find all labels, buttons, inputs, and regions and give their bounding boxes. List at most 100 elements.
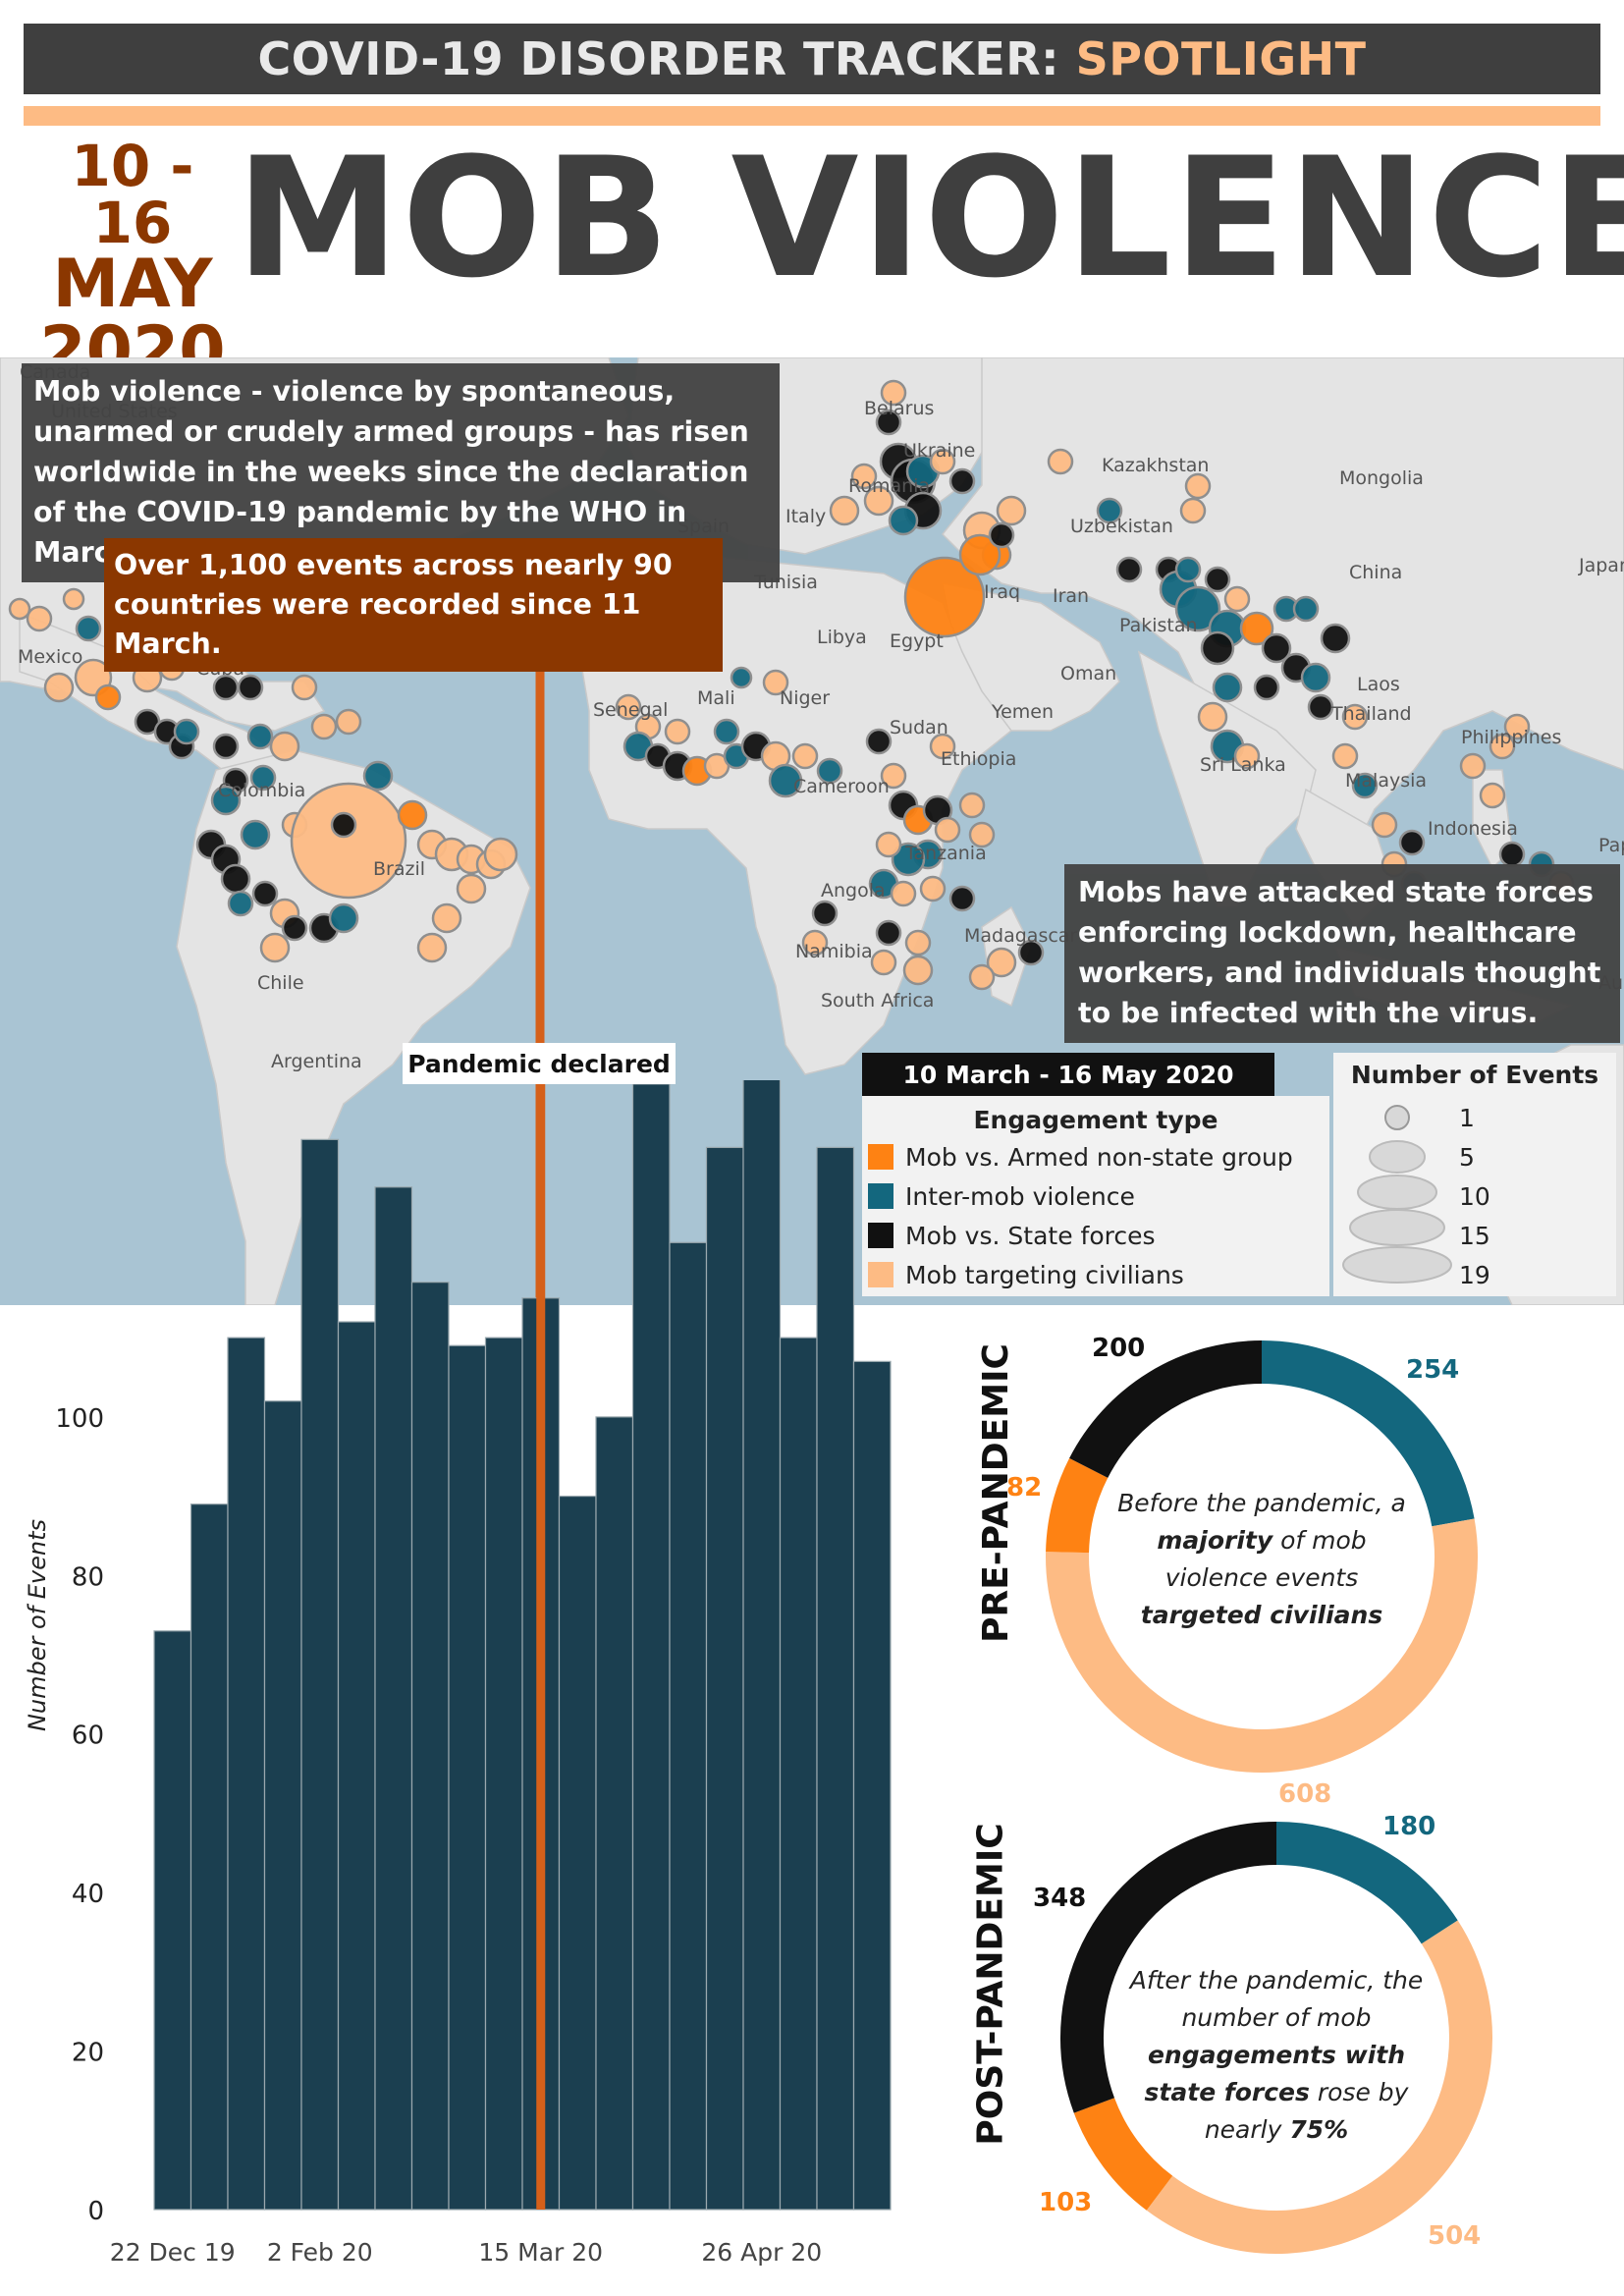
event-bubble-civilians <box>26 605 53 632</box>
map-label: Egypt <box>890 630 944 652</box>
event-bubble-civilians <box>1184 472 1212 500</box>
size-circle-15 <box>1349 1209 1445 1246</box>
pre-caption-line4: targeted civilians <box>1110 1597 1414 1634</box>
size-circle-19 <box>1342 1246 1452 1284</box>
donut-segment <box>1261 1340 1475 1527</box>
size-circle-10 <box>1357 1175 1437 1210</box>
event-bubble-state <box>1307 693 1334 721</box>
bar <box>816 1146 855 2211</box>
event-bubble-armed <box>1239 611 1274 646</box>
pre-caption-majority: majority <box>1157 1526 1273 1555</box>
legend-swatch-state <box>868 1223 893 1248</box>
size-value-10: 10 <box>1459 1182 1490 1211</box>
map-label: Niger <box>780 687 831 709</box>
pre-pandemic-caption: Before the pandemic, a majority of mob v… <box>1110 1485 1414 1634</box>
post-pandemic-donut <box>1060 1822 1492 2254</box>
event-bubble-civilians <box>929 733 956 760</box>
pandemic-declared-label: Pandemic declared <box>403 1043 676 1084</box>
map-label: Ukraine <box>903 440 976 462</box>
event-bubble-civilians <box>1503 713 1531 740</box>
event-bubble-civilians <box>870 949 897 976</box>
map-label: Iran <box>1053 585 1090 607</box>
legend-swatch-civilians <box>868 1262 893 1287</box>
event-bubble-inter <box>891 842 926 877</box>
event-bubble-inter <box>713 718 740 745</box>
event-bubble-civilians <box>1341 703 1369 731</box>
map-label: Pakistan <box>1119 615 1198 636</box>
donut-segment <box>1060 1822 1277 2113</box>
event-bubble-inter <box>816 757 843 785</box>
map-label: Oman <box>1060 663 1117 684</box>
map-label: Malaysia <box>1345 770 1428 792</box>
events-callout: Over 1,100 events across nearly 90 count… <box>104 538 723 672</box>
size-value-19: 19 <box>1459 1261 1490 1289</box>
map-label: Thailand <box>1331 703 1412 725</box>
legend-heading: Engagement type <box>973 1106 1218 1134</box>
donut-segment <box>1069 1340 1263 1479</box>
date-days: 10 - 16 <box>71 133 194 256</box>
y-tick-label: 60 <box>72 1722 104 1751</box>
event-bubble-state <box>330 811 357 839</box>
map-label: Kazakhstan <box>1102 455 1210 476</box>
event-bubble-armed <box>958 533 1001 576</box>
event-bubble-civilians <box>1489 733 1516 760</box>
pre-caption-line2: majority of mob <box>1110 1522 1414 1559</box>
map-label: Sudan <box>890 717 948 738</box>
legend-swatch-inter <box>868 1183 893 1209</box>
event-bubble-armed <box>94 683 122 711</box>
bar <box>558 1495 597 2211</box>
post-value-inter: 180 <box>1382 1812 1436 1841</box>
legend-item-state: Mob vs. State forces <box>868 1218 1156 1253</box>
divider-rule <box>24 106 1600 126</box>
donut-segment <box>1073 2097 1173 2211</box>
event-bubble-civilians <box>291 674 318 701</box>
attacks-callout: Mobs have attacked state forces enforcin… <box>1064 864 1620 1043</box>
post-value-state: 348 <box>1033 1884 1087 1913</box>
bar <box>410 1282 450 2211</box>
event-bubble-civilians <box>416 932 448 963</box>
event-bubble-civilians <box>431 902 462 934</box>
post-caption-rose-by: rose by <box>1309 2078 1409 2106</box>
post-pandemic-label: POST-PANDEMIC <box>970 1823 1011 2146</box>
event-bubble-state <box>251 880 279 907</box>
y-tick-label: 100 <box>55 1404 104 1434</box>
map-label: Japan <box>1579 555 1624 576</box>
map-label: Sri Lanka <box>1200 754 1286 776</box>
bar <box>300 1138 340 2211</box>
event-bubble-civilians <box>1223 585 1251 613</box>
map-label: Tanzania <box>905 843 987 864</box>
pre-caption-of-mob: of mob <box>1272 1526 1367 1555</box>
map-label: Madagascar <box>964 925 1078 947</box>
map-label: Mali <box>697 687 735 709</box>
date-month: MAY <box>52 246 213 323</box>
event-bubble-inter <box>768 763 803 798</box>
map-label: Italy <box>785 506 827 527</box>
engagement-legend: Engagement type Mob vs. Armed non-state … <box>862 1096 1329 1296</box>
event-bubble-civilians <box>1479 782 1506 809</box>
event-bubble-civilians <box>890 880 917 907</box>
event-bubble-inter <box>1212 672 1243 703</box>
date-block: 10 - 16 MAY 2020 <box>29 137 236 385</box>
map-label: Iraq <box>984 581 1021 603</box>
event-bubble-civilians <box>958 792 986 819</box>
map-label: Papua New Guinea <box>1598 835 1624 856</box>
x-tick-label: 2 Feb 20 <box>267 2238 373 2267</box>
post-caption-percent: 75% <box>1289 2115 1349 2144</box>
bar <box>779 1337 818 2211</box>
event-bubble-civilians <box>875 831 902 858</box>
map-label: China <box>1349 562 1403 583</box>
map-label: Libya <box>817 627 867 648</box>
event-bubble-state <box>988 521 1015 549</box>
map-label: Indonesia <box>1428 818 1518 840</box>
event-bubble-civilians <box>8 597 31 621</box>
x-ticks: 22 Dec 19 2 Feb 20 15 Mar 20 26 Apr 20 <box>110 2238 822 2267</box>
legend-date-range: 10 March - 16 May 2020 <box>862 1053 1274 1096</box>
event-bubble-civilians <box>1459 752 1487 780</box>
event-bubble-civilians <box>1179 497 1207 524</box>
bar <box>374 1186 413 2211</box>
banner-accent: SPOTLIGHT <box>1075 32 1367 85</box>
legend-label-inter: Inter-mob violence <box>905 1181 1135 1211</box>
legend-swatch-armed <box>868 1144 893 1170</box>
event-bubble-civilians <box>762 669 789 696</box>
event-bubble-civilians <box>335 708 362 736</box>
